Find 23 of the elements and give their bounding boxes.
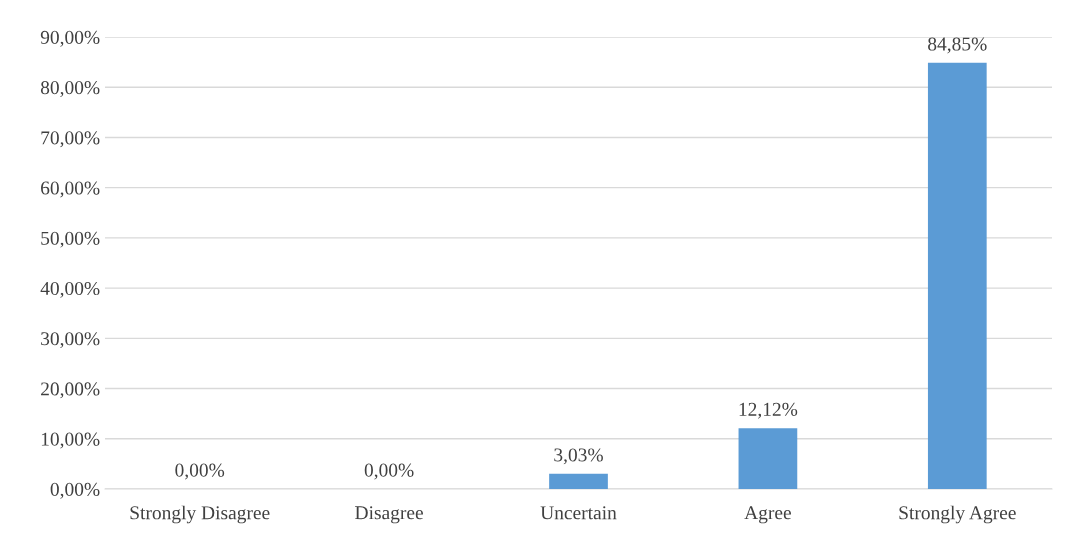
y-tick-label: 50,00% [41,231,100,248]
data-label: 0,00% [175,463,225,480]
y-tick-label: 90,00% [40,30,100,47]
x-tick-label: Strongly Agree [899,505,1016,524]
data-label: 84,85% [928,37,987,54]
y-tick-label: 0,00% [50,482,100,499]
y-tick-label: 20,00% [41,382,100,399]
y-tick-label: 60,00% [41,181,100,198]
y-tick-label: 70,00% [41,131,100,148]
data-label: 0,00% [364,463,414,480]
x-tick-label: Uncertain [540,506,617,520]
bar [738,428,798,489]
x-tick-label: Strongly Disagree [130,505,270,524]
data-label: 12,12% [739,402,798,419]
data-label: 3,03% [554,448,603,465]
x-tick-label: Agree [744,506,791,524]
bar [927,62,987,489]
y-tick-label: 40,00% [40,281,100,298]
y-tick-label: 80,00% [40,81,100,97]
y-tick-label: 10,00% [41,432,100,449]
x-tick-label: Disagree [355,506,423,524]
y-tick-label: 30,00% [41,332,100,349]
bar [549,473,608,489]
